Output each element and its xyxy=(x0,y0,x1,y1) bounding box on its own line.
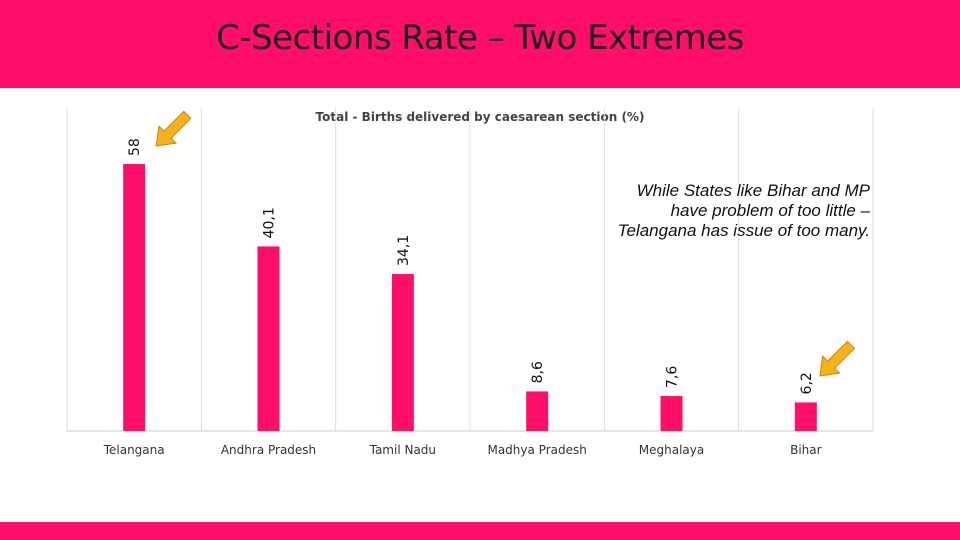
x-tick-label: Telangana xyxy=(103,443,165,457)
bar xyxy=(123,164,146,431)
bar xyxy=(391,274,414,431)
highlight-arrow-icon xyxy=(155,110,192,147)
x-tick-label: Madhya Pradesh xyxy=(487,443,586,457)
bar xyxy=(660,396,683,431)
header-banner xyxy=(0,0,960,88)
x-tick-label: Tamil Nadu xyxy=(369,443,436,457)
data-label: 8,6 xyxy=(530,361,546,383)
annotation-note: While States like Bihar and MP have prob… xyxy=(617,181,870,240)
bar xyxy=(257,246,280,431)
chart-title: Total - Births delivered by caesarean se… xyxy=(315,110,645,124)
data-label: 7,6 xyxy=(665,366,681,388)
page-title: C-Sections Rate – Two Extremes xyxy=(216,18,744,58)
bar xyxy=(794,402,817,431)
bar xyxy=(526,391,549,431)
x-tick-label: Meghalaya xyxy=(639,443,704,457)
x-tick-label: Bihar xyxy=(790,443,822,457)
data-label: 40,1 xyxy=(262,207,278,238)
data-label: 6,2 xyxy=(799,372,815,394)
data-label: 58 xyxy=(127,138,143,156)
data-label: 34,1 xyxy=(396,235,412,266)
x-tick-label: Andhra Pradesh xyxy=(221,443,316,457)
highlight-arrow-icon xyxy=(819,340,856,377)
footer-bar xyxy=(0,522,960,540)
